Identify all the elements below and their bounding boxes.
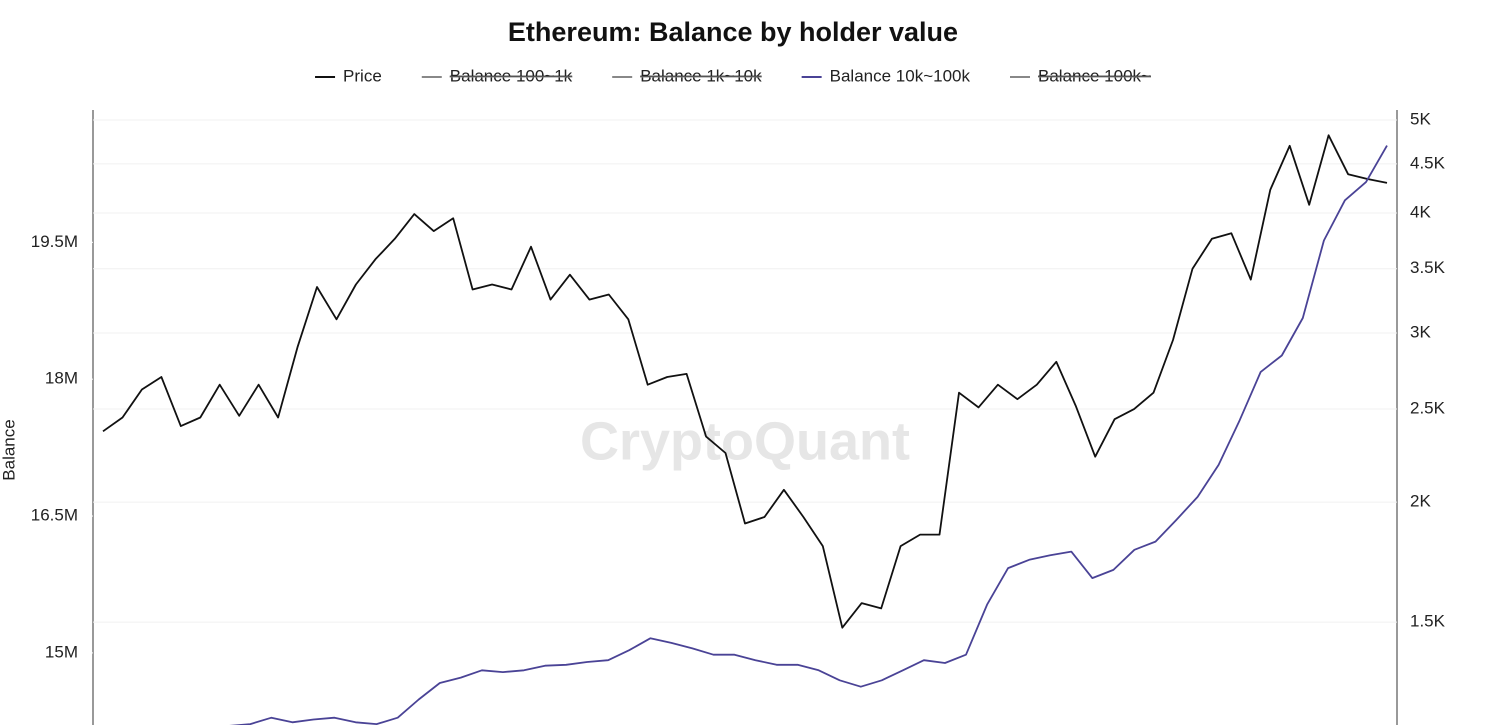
y2-tick-label: 4K	[1410, 203, 1431, 222]
y-tick-label: 18M	[45, 369, 78, 388]
legend-label[interactable]: Balance 1k~10k	[640, 66, 762, 85]
legend-label[interactable]: Price	[343, 66, 382, 85]
series-line	[229, 145, 1388, 725]
series-line	[102, 134, 1388, 629]
y2-tick-label: 5K	[1410, 109, 1431, 128]
y2-tick-label: 4.5K	[1410, 153, 1446, 172]
y-axis-label: Balance	[0, 419, 18, 480]
legend-label[interactable]: Balance 100~1k	[450, 66, 573, 85]
y2-tick-label: 3.5K	[1410, 258, 1446, 277]
y-tick-label: 16.5M	[31, 506, 78, 525]
y2-tick-label: 2.5K	[1410, 399, 1446, 418]
plot-area	[102, 134, 1388, 725]
watermark: CryptoQuant	[580, 411, 910, 471]
y-tick-label: 19.5M	[31, 232, 78, 251]
y-tick-label: 15M	[45, 642, 78, 661]
y2-tick-label: 3K	[1410, 322, 1431, 341]
legend-label[interactable]: Balance 100k~	[1038, 66, 1151, 85]
legend-label[interactable]: Balance 10k~100k	[830, 66, 971, 85]
y2-tick-label: 1.5K	[1410, 612, 1446, 631]
y2-tick-label: 2K	[1410, 492, 1431, 511]
legend: Price Balance 100~1k Balance 1k~10k Balance…	[315, 66, 1151, 85]
chart-title: Ethereum: Balance by holder value	[508, 17, 958, 47]
